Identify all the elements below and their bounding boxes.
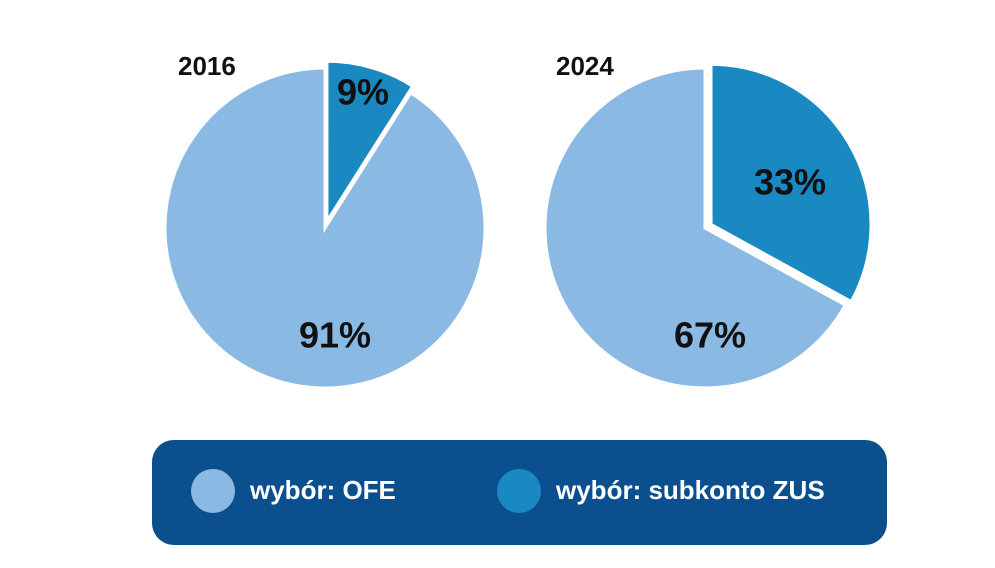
pie-slice [163,66,487,390]
value-label: 67% [674,315,746,356]
value-label: 9% [337,72,389,113]
value-label: 33% [754,162,826,203]
chart-title: 2024 [556,51,614,81]
pie-slice [543,66,848,390]
legend-label: wybór: OFE [249,475,396,505]
value-label: 91% [299,315,371,356]
legend-label: wybór: subkonto ZUS [555,475,825,505]
pie-slice [325,59,415,227]
legend-swatch [191,469,235,513]
pie-slice [709,62,873,304]
legend-swatch [497,469,541,513]
chart-title: 2016 [178,51,236,81]
